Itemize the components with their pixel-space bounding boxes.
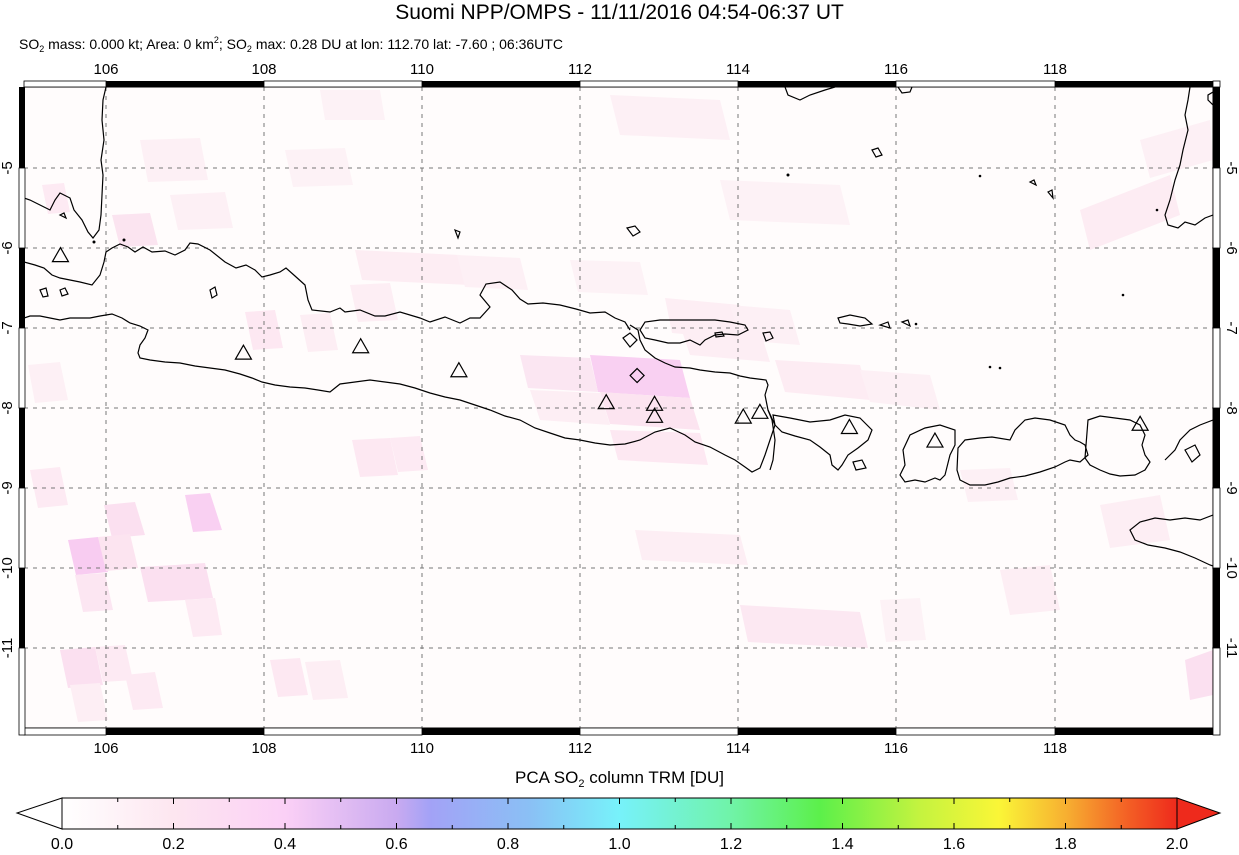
max-diamond-icon (629, 367, 645, 384)
volcano-triangle-icon (645, 395, 664, 411)
colorbar-label: 1.4 (831, 836, 854, 853)
y-tick-label: -8 (1223, 401, 1239, 415)
volcano-triangle-icon (597, 393, 616, 410)
y-tick-label: -5 (0, 161, 16, 175)
so2-label: ; SO (218, 36, 247, 52)
mass-area-text: mass: 0.000 kt; Area: 0 km (44, 36, 214, 52)
colorbar-label: 0.6 (385, 836, 408, 853)
x-tick-label: 116 (884, 61, 908, 78)
x-tick-label: 114 (726, 61, 750, 78)
so2-pixels (28, 90, 1213, 722)
so2-label: SO (19, 36, 40, 52)
x-tick-label: 110 (410, 740, 434, 757)
y-tick-label: -6 (1223, 241, 1239, 255)
x-tick-label: 112 (568, 61, 592, 78)
y-tick-label: -7 (1223, 321, 1239, 335)
superscript: 2 (213, 35, 219, 45)
volcano-triangle-icon (840, 418, 859, 435)
y-tick-label: -11 (0, 637, 16, 659)
colorbar-label: 1.6 (942, 836, 966, 853)
colorbar-label: 0.2 (162, 836, 185, 853)
colorbar-label: 0.8 (496, 836, 520, 853)
coastlines (24, 87, 1213, 567)
colorbar-title-prefix: PCA SO (515, 768, 579, 787)
volcano-triangle-icon (51, 246, 70, 263)
y-tick-label: -5 (1223, 161, 1239, 175)
x-tick-label: 106 (93, 740, 119, 757)
colorbar-title-suffix: column TRM [DU] (584, 768, 724, 787)
subscript: 2 (578, 778, 585, 790)
x-tick-label: 118 (1043, 740, 1067, 757)
x-tick-label: 112 (568, 740, 592, 757)
volcano-triangle-icon (734, 407, 753, 424)
y-tick-label: -10 (0, 557, 16, 579)
colorbar-title: PCA SO2 column TRM [DU] (0, 768, 1239, 790)
grid-lines (24, 87, 1213, 728)
subscript: 2 (39, 44, 45, 54)
x-tick-label: 118 (1043, 61, 1067, 78)
volcano-triangle-icon (351, 337, 370, 354)
x-tick-label: 114 (726, 740, 750, 757)
y-tick-label: -7 (0, 321, 16, 335)
colorbar-label: 0.4 (273, 836, 297, 853)
volcano-triangle-icon (234, 343, 253, 360)
chart-title: Suomi NPP/OMPS - 11/11/2016 04:54-06:37 … (395, 1, 844, 24)
colorbar-label: 0.0 (50, 836, 74, 853)
x-tick-label: 108 (251, 61, 277, 78)
x-tick-label: 108 (251, 740, 277, 757)
so2-max-marker (629, 367, 645, 384)
colorbar-label: 1.8 (1054, 836, 1077, 853)
volcano-markers (51, 246, 1150, 448)
volcano-triangle-icon (645, 407, 664, 423)
x-tick-label: 106 (93, 61, 119, 78)
colorbar-label: 1.0 (608, 836, 631, 853)
y-tick-label: -11 (1223, 637, 1239, 659)
colorbar (15, 797, 1222, 830)
chart-subtitle: SO2 mass: 0.000 kt; Area: 0 km2; SO2 max… (19, 35, 563, 54)
volcano-triangle-icon (449, 361, 468, 378)
y-tick-label: -9 (0, 481, 16, 495)
colorbar-label: 1.2 (719, 836, 743, 853)
x-tick-label: 110 (410, 61, 434, 78)
island-dots (92, 173, 1159, 370)
colorbar-label: 2.0 (1165, 836, 1189, 853)
y-tick-label: -6 (0, 241, 16, 255)
y-tick-label: -10 (1223, 557, 1239, 579)
y-tick-label: -8 (0, 401, 16, 415)
volcano-triangle-icon (925, 431, 944, 448)
volcano-triangle-icon (1131, 415, 1150, 431)
map-frame (18, 80, 1221, 736)
y-tick-label: -9 (1223, 481, 1239, 495)
volcano-triangle-icon (750, 403, 769, 419)
max-text: max: 0.28 DU at lon: 112.70 lat: -7.60 ;… (251, 36, 563, 52)
subscript: 2 (246, 44, 252, 54)
x-tick-label: 116 (884, 740, 908, 757)
